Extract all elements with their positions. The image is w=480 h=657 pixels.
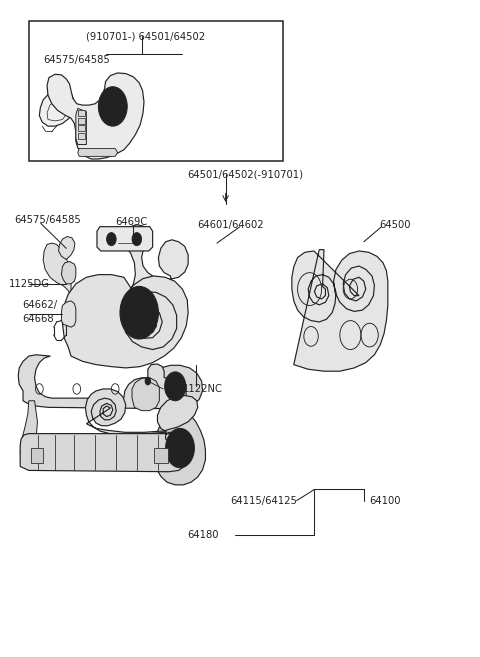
Polygon shape xyxy=(76,108,86,145)
Text: 64601/64602: 64601/64602 xyxy=(197,219,264,230)
Polygon shape xyxy=(59,237,75,260)
Circle shape xyxy=(98,87,127,126)
Text: 6469C: 6469C xyxy=(115,217,147,227)
Bar xyxy=(31,448,43,463)
Circle shape xyxy=(105,96,120,117)
Polygon shape xyxy=(61,261,76,284)
Text: 64501/64502(-910701): 64501/64502(-910701) xyxy=(187,169,303,179)
Text: 64575/64585: 64575/64585 xyxy=(14,215,81,225)
Circle shape xyxy=(135,307,143,318)
Text: 1122NC: 1122NC xyxy=(182,384,222,394)
Polygon shape xyxy=(71,225,188,306)
Bar xyxy=(78,133,85,139)
Bar xyxy=(154,448,168,463)
Circle shape xyxy=(129,298,150,327)
Text: (910701-) 64501/64502: (910701-) 64501/64502 xyxy=(86,31,205,41)
Text: 1125DG: 1125DG xyxy=(9,279,49,290)
Polygon shape xyxy=(39,89,74,126)
Circle shape xyxy=(166,428,194,468)
Text: 64180: 64180 xyxy=(187,530,219,540)
Circle shape xyxy=(107,233,116,246)
Circle shape xyxy=(165,372,186,401)
Polygon shape xyxy=(47,73,144,159)
Bar xyxy=(78,125,85,131)
Circle shape xyxy=(120,286,158,339)
Polygon shape xyxy=(20,432,191,472)
Polygon shape xyxy=(62,275,188,368)
Polygon shape xyxy=(148,365,203,409)
Text: 64575/64585: 64575/64585 xyxy=(43,55,110,66)
Text: 64100: 64100 xyxy=(370,495,401,506)
Polygon shape xyxy=(154,407,205,485)
Bar xyxy=(78,110,85,116)
Bar xyxy=(78,118,85,124)
Circle shape xyxy=(132,233,142,246)
Polygon shape xyxy=(132,378,159,411)
Text: 64662/: 64662/ xyxy=(22,300,57,310)
Polygon shape xyxy=(292,250,388,371)
Polygon shape xyxy=(18,355,186,409)
Polygon shape xyxy=(61,301,76,327)
Circle shape xyxy=(145,377,151,385)
Text: 64500: 64500 xyxy=(379,219,411,230)
Circle shape xyxy=(173,439,187,457)
Polygon shape xyxy=(78,148,118,156)
Bar xyxy=(29,21,283,161)
Polygon shape xyxy=(85,389,198,435)
Text: 64668: 64668 xyxy=(22,313,54,324)
Polygon shape xyxy=(20,401,37,463)
Polygon shape xyxy=(97,227,153,251)
Text: 64115/64125: 64115/64125 xyxy=(230,495,297,506)
Polygon shape xyxy=(43,243,71,297)
